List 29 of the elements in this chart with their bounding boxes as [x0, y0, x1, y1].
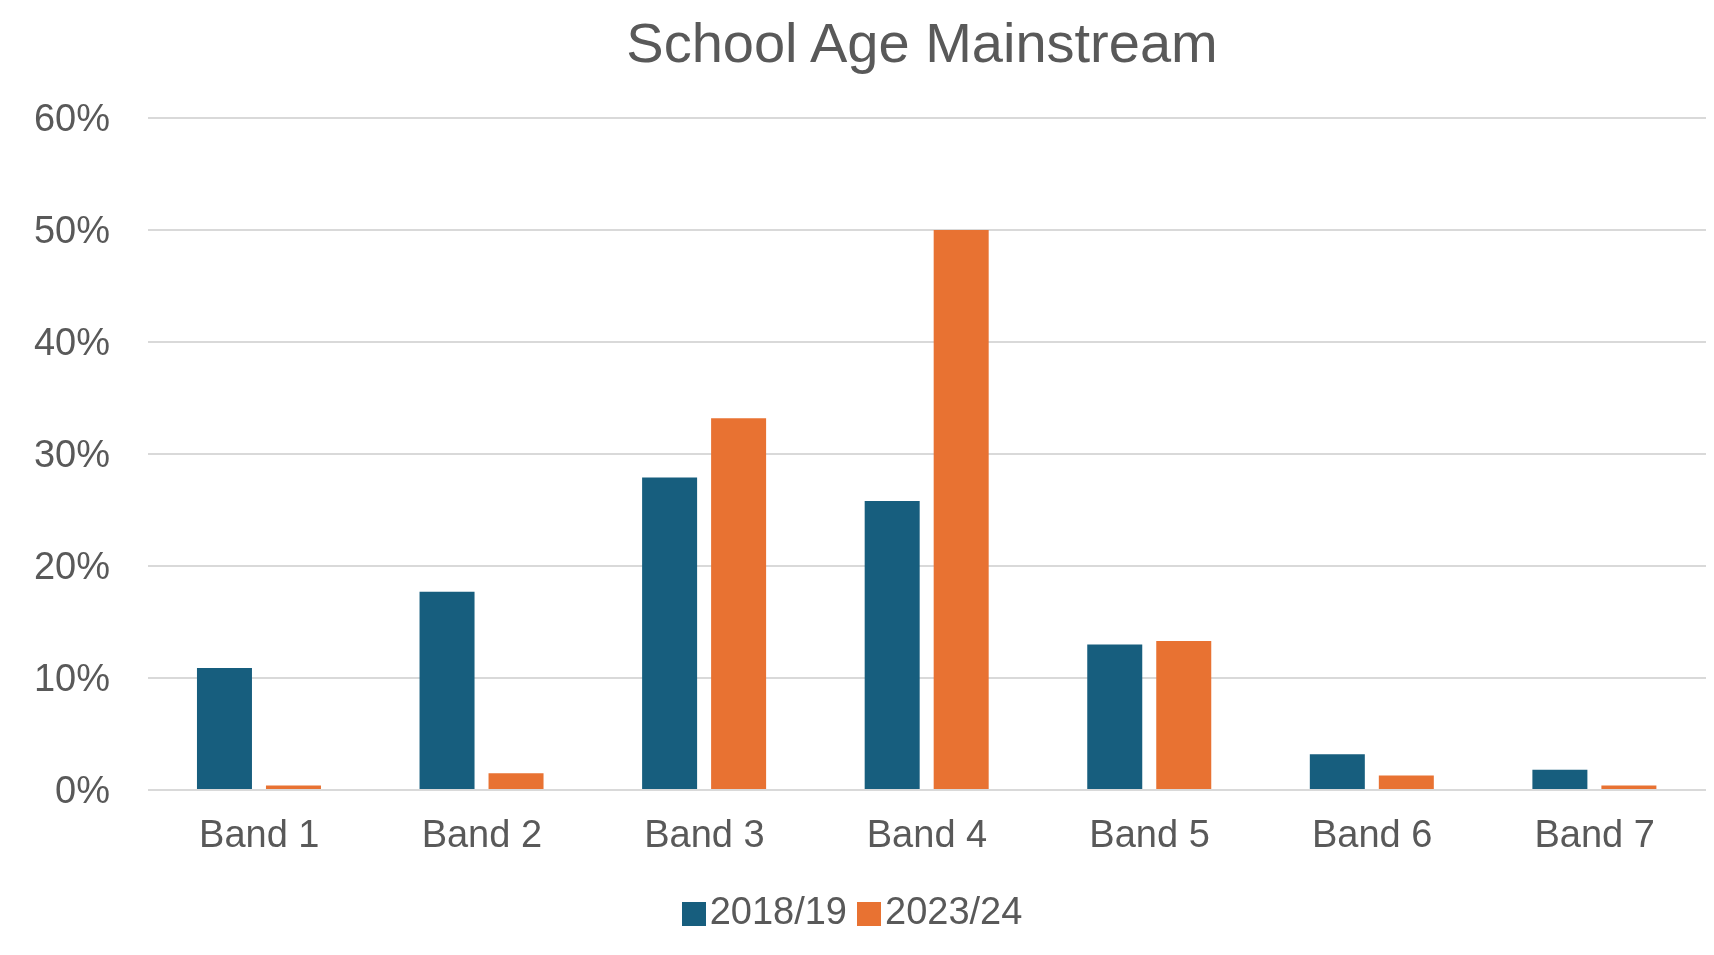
- y-tick-label: 10%: [33, 657, 110, 700]
- bar: [1156, 641, 1212, 790]
- y-tick-label: 30%: [33, 433, 110, 476]
- bar: [711, 418, 767, 790]
- bar: [419, 591, 475, 790]
- x-tick-label: Band 5: [1089, 812, 1210, 855]
- chart-title: School Age Mainstream: [625, 10, 1219, 75]
- x-tick-label: Band 6: [1311, 812, 1433, 855]
- bar: [933, 230, 989, 790]
- y-tick-label: 0%: [55, 769, 110, 812]
- bar: [864, 501, 920, 790]
- x-tick-label: Band 7: [1534, 812, 1655, 855]
- legend-label: 2018/19: [709, 890, 847, 932]
- bar: [642, 477, 698, 790]
- y-tick-label: 20%: [33, 545, 110, 588]
- x-tick-label: Band 3: [644, 812, 765, 855]
- bar: [488, 773, 544, 790]
- x-tick-label: Band 4: [866, 812, 988, 855]
- x-tick-label: Band 2: [421, 812, 543, 855]
- bar: [1378, 775, 1434, 790]
- y-tick-label: 60%: [33, 97, 110, 140]
- bar: [196, 667, 252, 790]
- bar: [1532, 769, 1588, 790]
- bar: [1309, 754, 1365, 790]
- bar: [1087, 644, 1143, 790]
- y-tick-label: 40%: [33, 321, 110, 364]
- y-tick-label: 50%: [33, 209, 110, 252]
- x-tick-label: Band 1: [199, 812, 320, 855]
- legend-label: 2023/24: [885, 890, 1023, 932]
